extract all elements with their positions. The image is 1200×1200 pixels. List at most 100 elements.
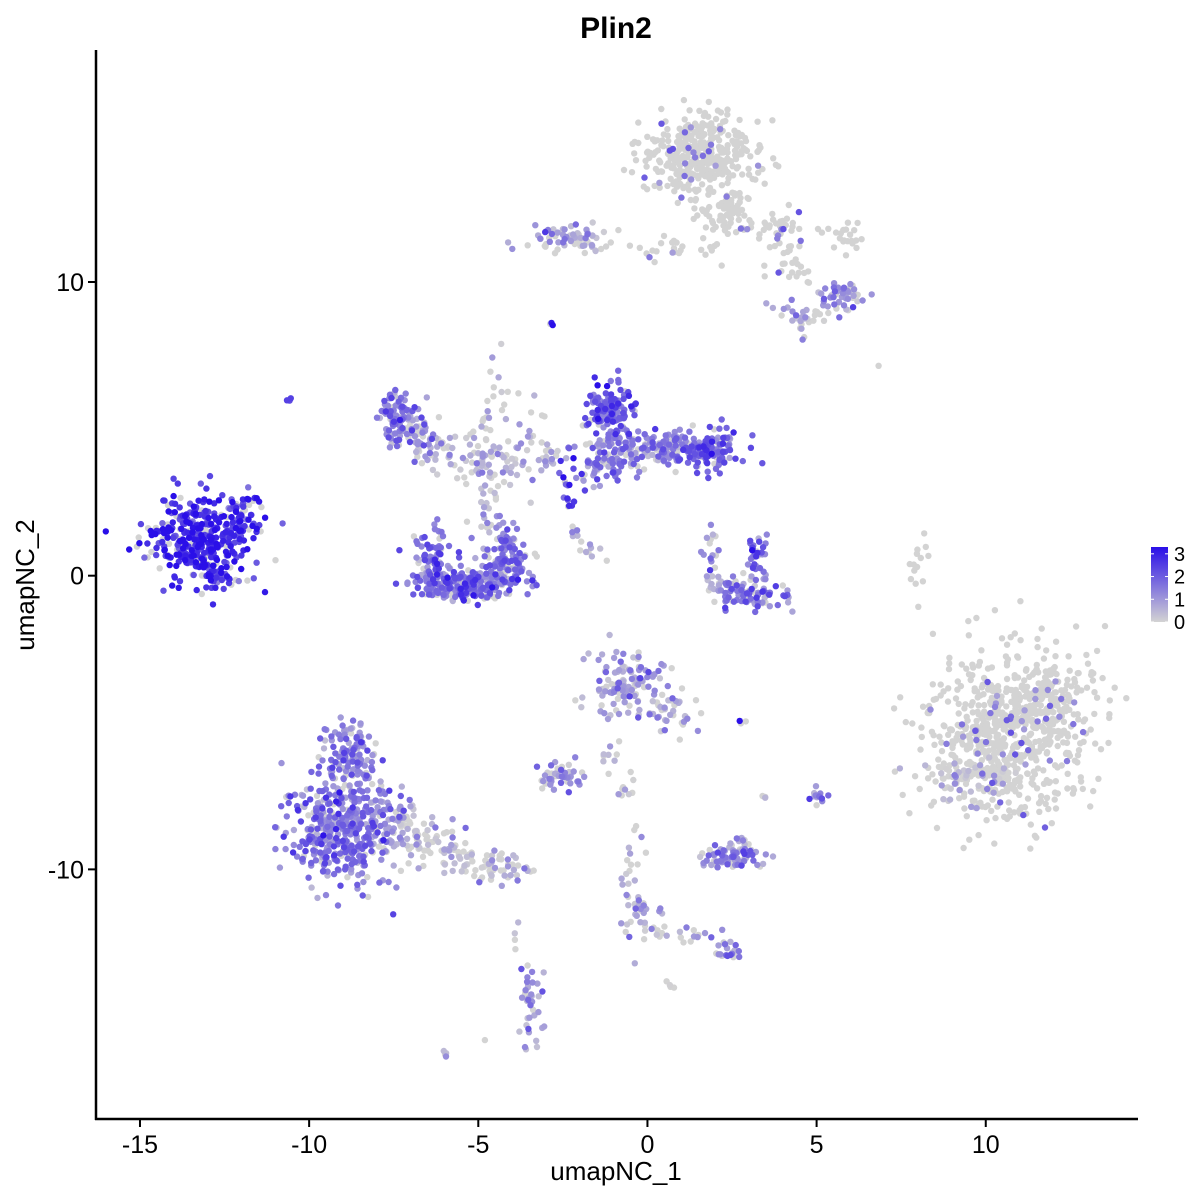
cell-point — [615, 666, 623, 674]
cell-point — [379, 849, 386, 856]
cell-point — [658, 168, 666, 175]
cell-point — [924, 775, 932, 782]
cell-point — [181, 557, 189, 564]
cell-point — [721, 941, 729, 948]
cell-point — [1040, 655, 1048, 662]
cell-point — [542, 228, 549, 236]
cell-point — [498, 545, 505, 552]
cell-point — [165, 524, 172, 531]
cell-point — [386, 787, 393, 794]
cell-point — [981, 708, 988, 715]
cell-point — [505, 438, 512, 445]
cell-point — [991, 607, 999, 614]
cell-point — [450, 568, 458, 576]
cell-point — [540, 777, 547, 785]
cell-point — [438, 528, 445, 536]
cell-point — [564, 495, 571, 502]
cell-point — [797, 263, 805, 270]
cell-point — [238, 565, 245, 573]
cell-point — [606, 631, 613, 639]
cell-point — [572, 697, 579, 704]
cell-point — [332, 759, 339, 766]
cell-point — [818, 795, 826, 802]
cell-point — [296, 843, 303, 850]
cell-point — [404, 825, 411, 833]
cell-point — [361, 762, 368, 769]
cell-point — [795, 208, 803, 216]
cell-point — [946, 796, 954, 803]
cell-point — [484, 397, 491, 405]
cell-point — [420, 442, 427, 449]
cell-point — [685, 149, 692, 157]
cell-point — [831, 301, 838, 308]
cell-point — [729, 573, 737, 580]
cell-point — [978, 757, 985, 764]
cell-point — [542, 243, 549, 250]
cell-point — [413, 538, 420, 545]
cell-point — [752, 176, 759, 183]
cell-point — [705, 474, 712, 482]
cell-point — [676, 162, 684, 169]
cell-point — [1074, 752, 1082, 759]
cell-point — [272, 845, 279, 853]
cell-point — [756, 142, 763, 149]
cell-point — [683, 924, 690, 931]
cell-point — [636, 468, 643, 475]
cell-point — [237, 517, 244, 525]
cell-point — [749, 432, 756, 439]
cell-point — [735, 947, 742, 955]
cell-point — [705, 186, 712, 193]
cell-point — [605, 751, 612, 758]
cell-point — [631, 412, 638, 419]
cell-point — [1052, 695, 1060, 703]
cell-point — [615, 439, 622, 447]
cell-point — [1065, 693, 1073, 700]
cell-point — [726, 454, 733, 462]
cell-point — [193, 586, 200, 594]
cell-point — [997, 799, 1004, 806]
cell-point — [249, 522, 256, 530]
cell-point — [1072, 623, 1080, 630]
cell-point — [981, 701, 988, 709]
cell-point — [688, 136, 695, 144]
cell-point — [202, 507, 209, 515]
cell-point — [935, 756, 942, 763]
cell-point — [756, 564, 764, 572]
cell-point — [733, 582, 740, 589]
cell-point — [415, 865, 422, 872]
cell-point — [615, 710, 623, 718]
cell-point — [541, 772, 549, 779]
cell-point — [709, 134, 717, 141]
cell-point — [1034, 765, 1042, 772]
cell-point — [721, 165, 729, 172]
cell-point — [200, 557, 207, 565]
cell-point — [609, 460, 616, 467]
cell-point — [840, 284, 848, 291]
cell-point — [253, 559, 260, 566]
cell-point — [677, 934, 684, 941]
cell-point — [802, 314, 809, 321]
x-tick-label: 10 — [972, 1131, 1000, 1159]
cell-point — [468, 459, 476, 466]
cell-point — [673, 435, 680, 442]
cell-point — [468, 534, 475, 542]
cell-point — [1070, 720, 1077, 728]
cell-point — [293, 853, 301, 860]
cell-point — [353, 734, 360, 742]
cell-point — [408, 427, 416, 434]
cell-point — [980, 691, 987, 698]
cell-point — [722, 117, 729, 125]
cell-point — [1051, 796, 1058, 803]
cell-point — [547, 762, 555, 769]
cell-point — [214, 543, 221, 550]
cell-point — [1060, 707, 1067, 714]
cell-point — [1037, 797, 1045, 805]
cell-point — [648, 925, 655, 933]
cell-point — [294, 806, 302, 814]
cell-point — [973, 717, 980, 725]
cell-point — [688, 176, 695, 183]
x-tick-label: 5 — [810, 1131, 824, 1159]
cell-point — [649, 439, 656, 446]
cell-point — [1042, 715, 1050, 722]
cell-point — [399, 403, 406, 410]
